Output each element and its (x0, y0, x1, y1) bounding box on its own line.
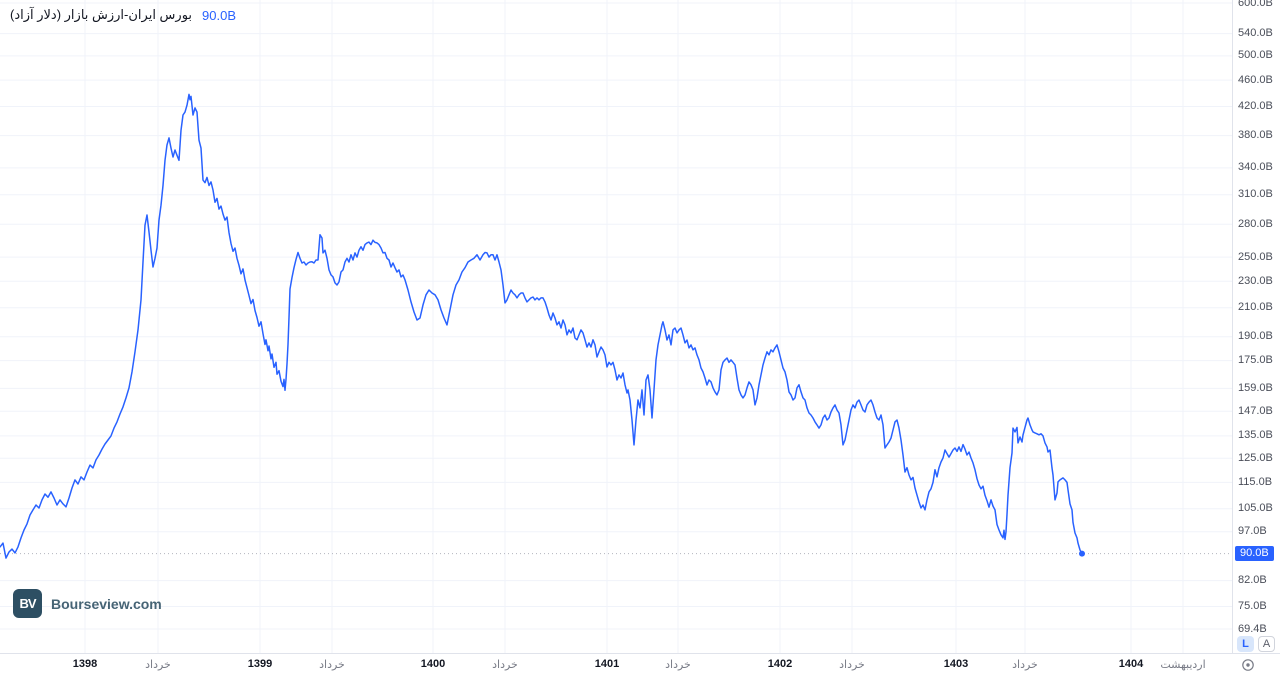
series-line (0, 93, 1083, 559)
chart-plot-area[interactable] (0, 0, 1232, 653)
price-tick-label: 125.0B (1238, 451, 1273, 464)
time-tick-month: خرداد (492, 659, 518, 671)
price-tick-label: 500.0B (1238, 49, 1273, 62)
price-tick-label: 159.0B (1238, 381, 1273, 394)
time-tick-year: 1402 (767, 658, 793, 670)
settings-gear-icon[interactable] (1240, 657, 1256, 673)
time-scale[interactable]: 1398 خرداد 1399 خرداد 1400 خرداد 1401 خرداد 1402… (0, 653, 1280, 676)
time-tick-year: 1403 (943, 658, 969, 670)
time-tick-year: 1401 (594, 658, 620, 670)
time-tick-year: 1399 (247, 658, 273, 670)
bourseview-watermark[interactable]: BV Bourseview.com (13, 589, 162, 618)
price-tick-label: 97.0B (1238, 525, 1267, 538)
time-tick-year: 1404 (1118, 658, 1144, 670)
price-tick-label: 82.0B (1238, 574, 1267, 587)
time-tick-month: خرداد (665, 659, 691, 671)
price-tick-label: 147.0B (1238, 404, 1273, 417)
time-tick-month: خرداد (1012, 659, 1038, 671)
horizontal-gridlines (0, 2, 1232, 630)
time-tick-month: خرداد (145, 659, 171, 671)
price-tick-label: 230.0B (1238, 274, 1273, 287)
bourseview-logo-icon: BV (13, 589, 42, 618)
vertical-gridlines (84, 0, 1184, 653)
auto-scale-button[interactable]: A (1258, 636, 1275, 652)
price-tick-label: 69.4B (1238, 622, 1267, 635)
price-tick-label: 380.0B (1238, 129, 1273, 142)
price-tick-label: 310.0B (1238, 188, 1273, 201)
chart-legend: بورس ایران-ارزش بازار (دلار آزاد) 90.0B (10, 7, 236, 23)
log-scale-button[interactable]: L (1237, 636, 1254, 652)
time-tick-year: 1400 (420, 658, 446, 670)
price-tick-label: 340.0B (1238, 161, 1273, 174)
bourseview-site-label: Bourseview.com (51, 595, 162, 612)
price-tick-label: 280.0B (1238, 217, 1273, 230)
price-tick-label: 420.0B (1238, 100, 1273, 113)
time-tick-month: اردیبهشت (1160, 659, 1206, 671)
time-tick-month: خرداد (319, 659, 345, 671)
symbol-title: بورس ایران-ارزش بازار (دلار آزاد) (10, 7, 193, 22)
price-tick-label: 75.0B (1238, 599, 1267, 612)
price-tick-label: 250.0B (1238, 250, 1273, 263)
price-tick-label: 600.0B (1238, 0, 1273, 9)
time-tick-month: خرداد (839, 659, 865, 671)
price-tick-label: 210.0B (1238, 301, 1273, 314)
last-value-marker (1079, 550, 1085, 557)
price-tick-label: 115.0B (1238, 475, 1273, 488)
price-tick-label: 105.0B (1238, 502, 1273, 515)
price-tick-label: 175.0B (1238, 354, 1273, 367)
price-tick-label: 460.0B (1238, 73, 1273, 86)
price-tick-label: 540.0B (1238, 27, 1273, 40)
time-tick-year: 1398 (72, 658, 98, 670)
price-scale-buttons: L A (1237, 636, 1275, 652)
last-price-value: 90.0B (202, 7, 237, 23)
price-tick-label: 135.0B (1238, 429, 1273, 442)
current-price-badge: 90.0B (1235, 546, 1274, 562)
price-scale[interactable]: L A 600.0B 540.0B 500.0B 460.0B 420.0B 380.0B… (1232, 0, 1280, 653)
price-tick-label: 190.0B (1238, 330, 1273, 343)
